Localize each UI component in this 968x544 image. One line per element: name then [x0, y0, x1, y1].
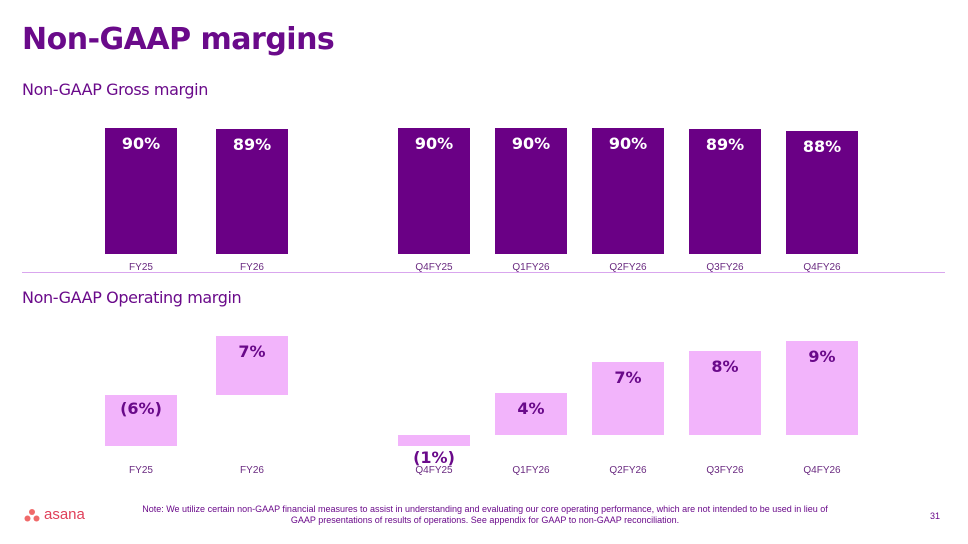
operating-value-label: 7% — [238, 341, 266, 361]
operating-bar-Q2FY26 — [592, 361, 664, 435]
page-number: 31 — [930, 511, 941, 521]
gross-bar-Q3FY26 — [689, 129, 761, 254]
operating-category-label: Q4FY25 — [415, 465, 453, 476]
operating-value-label: (1%) — [413, 447, 455, 467]
operating-bar-Q3FY26 — [689, 351, 761, 435]
gross-category-label: Q3FY26 — [706, 262, 744, 273]
operating-value-label: 7% — [614, 367, 642, 387]
gross-bar-Q4FY26 — [786, 130, 858, 254]
operating-bar-FY25 — [105, 395, 177, 446]
operating-category-label: Q1FY26 — [512, 465, 550, 476]
logo-text: asana — [44, 506, 85, 523]
operating-category-label: FY26 — [240, 465, 264, 476]
gross-bar-FY25 — [105, 128, 177, 254]
section-divider — [22, 272, 945, 273]
page-title: Non-GAAP margins — [22, 22, 335, 57]
operating-bar-FY26 — [216, 335, 288, 395]
operating-value-label: 8% — [711, 357, 739, 376]
operating-margin-title: Non-GAAP Operating margin — [22, 288, 242, 307]
gross-value-label: 90% — [511, 134, 551, 153]
gross-value-label: 90% — [121, 134, 161, 153]
gross-bar-Q2FY26 — [592, 128, 664, 254]
gross-value-label: 89% — [705, 135, 745, 155]
gross-value-label: 89% — [232, 135, 272, 155]
operating-category-label: Q3FY26 — [706, 465, 744, 476]
asana-logo: asana — [24, 506, 85, 523]
gross-value-label: 88% — [802, 136, 842, 156]
gross-value-label: 90% — [608, 134, 648, 153]
gross-value-label: 90% — [414, 134, 454, 153]
operating-category-label: FY25 — [129, 465, 153, 476]
operating-value-label: 9% — [808, 346, 836, 366]
gross-bar-Q1FY26 — [495, 128, 567, 254]
asana-dots-icon — [24, 508, 40, 521]
gross-category-label: Q4FY25 — [415, 262, 453, 273]
operating-bar-Q4FY26 — [786, 340, 858, 435]
operating-bar-Q4FY25 — [398, 435, 470, 446]
gross-category-label: Q4FY26 — [803, 262, 841, 273]
operating-category-label: Q4FY26 — [803, 465, 841, 476]
operating-value-label: 4% — [517, 399, 545, 418]
operating-bar-Q1FY26 — [495, 393, 567, 435]
gross-category-label: Q1FY26 — [512, 262, 550, 273]
gross-category-label: FY26 — [240, 262, 264, 273]
gross-bar-Q4FY25 — [398, 128, 470, 254]
footnote: Note: We utilize certain non-GAAP financ… — [142, 504, 828, 525]
operating-category-label: Q2FY26 — [609, 465, 647, 476]
gross-category-label: FY25 — [129, 262, 153, 273]
gross-category-label: Q2FY26 — [609, 262, 647, 273]
gross-bar-FY26 — [216, 129, 288, 254]
operating-value-label: (6%) — [120, 399, 162, 418]
gross-margin-title: Non-GAAP Gross margin — [22, 80, 208, 99]
